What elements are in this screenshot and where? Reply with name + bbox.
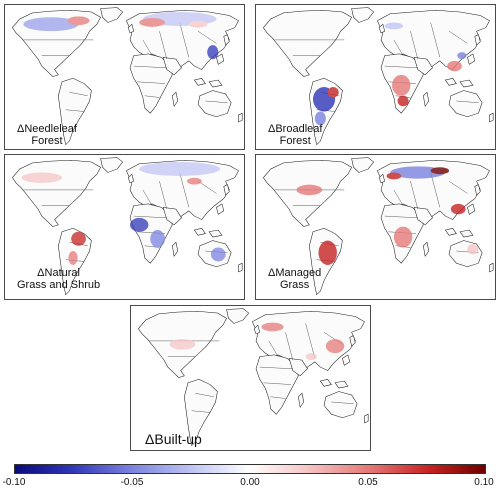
label-line: Grass and Shrub: [17, 279, 101, 291]
change-pattern: [312, 22, 467, 126]
change-pattern: [23, 11, 219, 60]
panel-needleleaf-forest: ΔNeedleleaf Forest: [4, 4, 245, 150]
label-line: ΔNeedleleaf: [17, 123, 77, 135]
change-pattern: [21, 161, 226, 265]
panel-label: ΔBroadleaf Forest: [268, 123, 322, 147]
world-map: [11, 7, 243, 146]
colorbar-tick: -0.05: [120, 477, 144, 488]
label-line: ΔManaged: [268, 267, 322, 279]
label-line: Grass: [279, 279, 310, 291]
colorbar-tick: 0.00: [240, 477, 260, 488]
label-line: Forest: [279, 135, 311, 147]
change-pattern: [169, 322, 345, 361]
world-map: [137, 308, 369, 447]
panel-broadleaf-forest: ΔBroadleaf Forest: [255, 4, 496, 150]
panel-label: ΔNatural Grass and Shrub: [17, 267, 100, 291]
panel-label: ΔBuilt-up: [145, 432, 202, 447]
label-line: ΔNatural: [37, 267, 80, 279]
world-map: [11, 157, 243, 296]
label-line: ΔBroadleaf: [268, 123, 323, 135]
colorbar-tick: 0.10: [474, 477, 494, 488]
world-map: [262, 7, 494, 146]
colorbar-tick: -0.10: [2, 477, 26, 488]
colorbar: [14, 464, 486, 474]
change-pattern: [296, 166, 479, 265]
panel-label: ΔManaged Grass: [268, 267, 321, 291]
colorbar-tick: 0.05: [358, 477, 378, 488]
label-line: ΔBuilt-up: [145, 431, 202, 447]
panel-label: ΔNeedleleaf Forest: [17, 123, 77, 147]
panel-managed-grass: ΔManaged Grass: [255, 154, 496, 300]
label-line: Forest: [31, 135, 63, 147]
world-map: [262, 157, 494, 296]
panel-natural-grass-shrub: ΔNatural Grass and Shrub: [4, 154, 245, 300]
panel-built-up: ΔBuilt-up: [130, 305, 371, 451]
